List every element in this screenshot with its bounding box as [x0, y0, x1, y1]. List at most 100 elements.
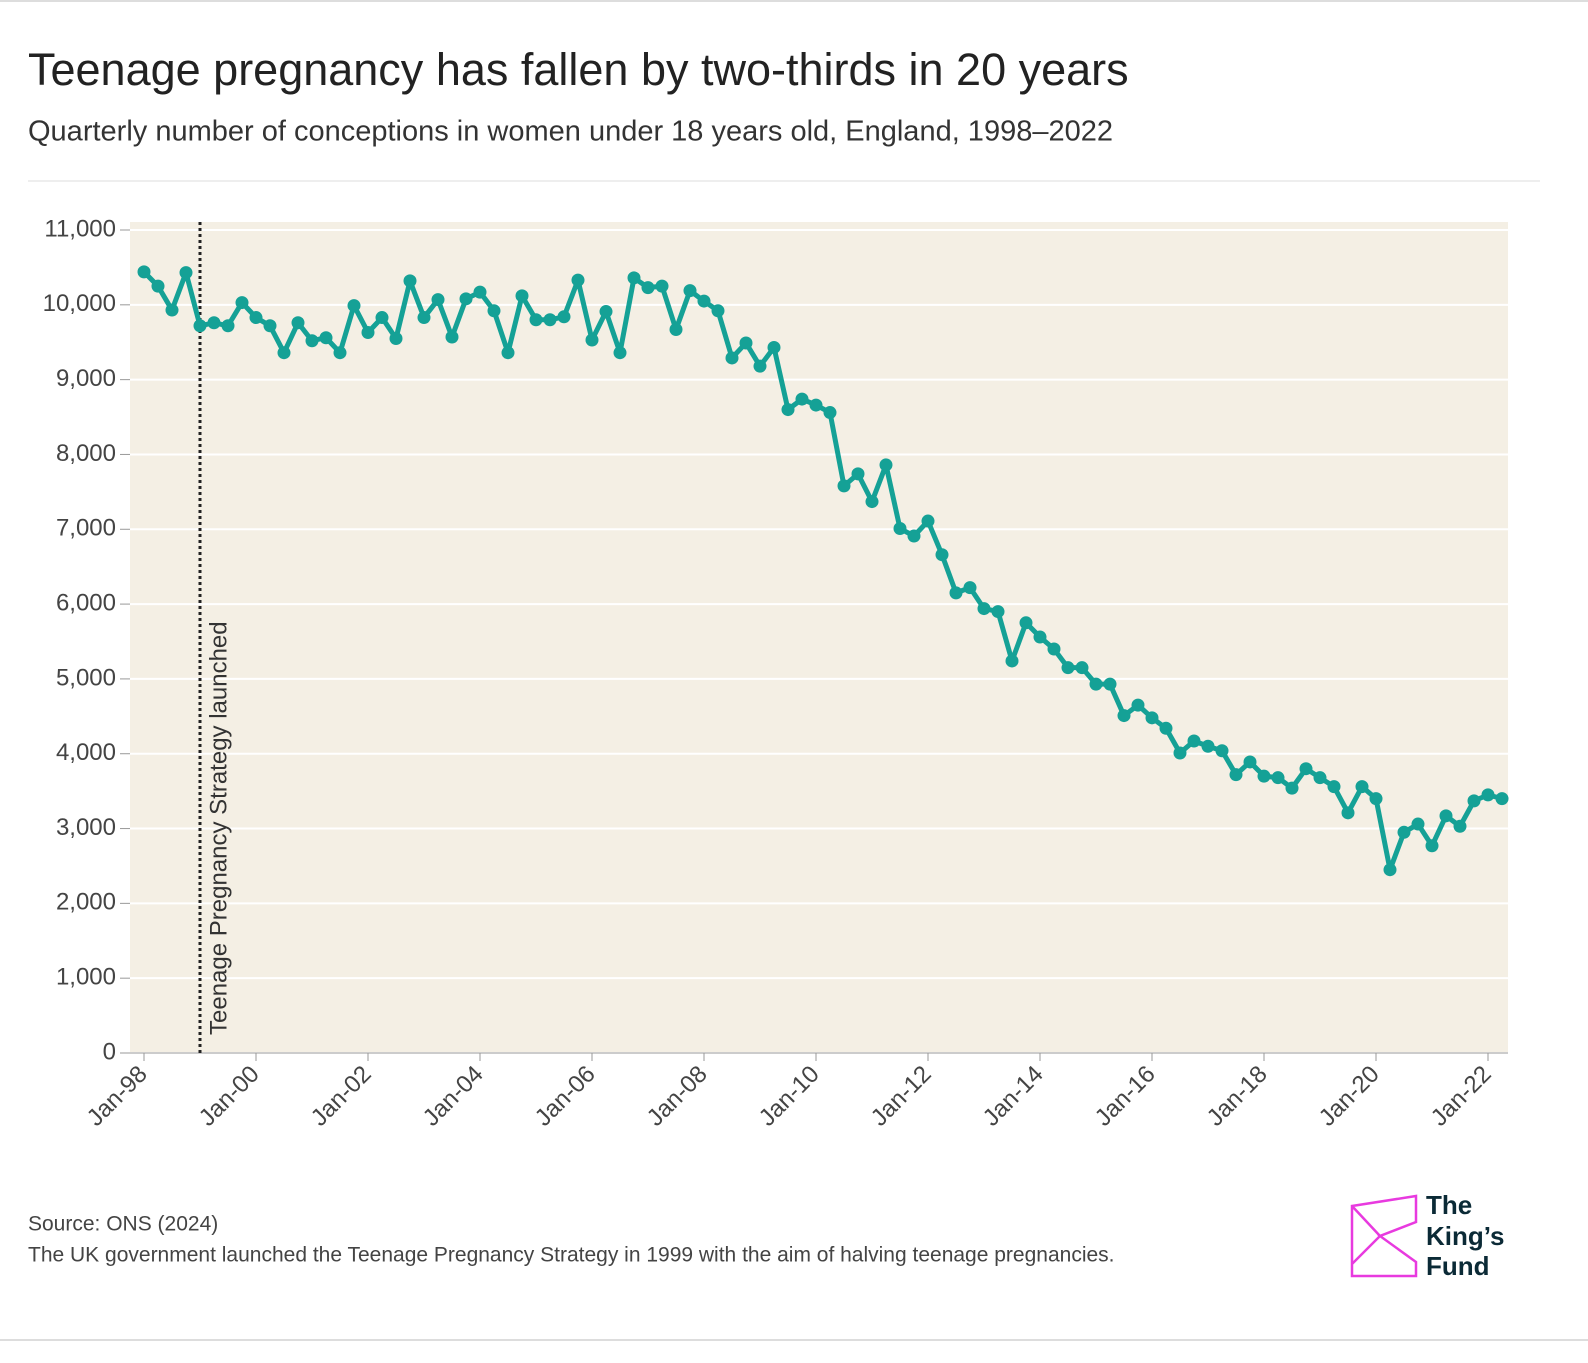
point — [963, 581, 977, 595]
point — [879, 458, 893, 472]
point — [445, 330, 459, 344]
point — [137, 265, 151, 279]
point — [487, 304, 501, 318]
point — [1229, 768, 1243, 782]
point — [823, 406, 837, 420]
point — [809, 398, 823, 412]
point — [249, 311, 263, 325]
point — [291, 316, 305, 330]
point — [1131, 698, 1145, 712]
plot-area — [130, 222, 1508, 1053]
logo-mark — [1350, 1194, 1418, 1278]
note: The UK government launched the Teenage P… — [28, 1244, 1115, 1267]
point — [655, 279, 669, 293]
y-tick-label: 7,000 — [56, 515, 116, 542]
point — [1397, 825, 1411, 839]
point — [179, 266, 193, 280]
point — [165, 303, 179, 317]
point — [949, 586, 963, 600]
point — [711, 304, 725, 318]
point — [1103, 677, 1117, 691]
point — [1005, 654, 1019, 668]
point — [1019, 616, 1033, 630]
x-tick-label: Jan-22 — [1426, 1061, 1497, 1132]
point — [1061, 661, 1075, 675]
x-tick-label: Jan-02 — [306, 1061, 377, 1132]
y-tick-label: 10,000 — [43, 290, 116, 317]
point — [473, 285, 487, 299]
y-tick-label: 0 — [103, 1038, 116, 1065]
point — [361, 326, 375, 340]
point — [1257, 769, 1271, 783]
point — [207, 316, 221, 330]
point — [1481, 788, 1495, 802]
x-tick-label: Jan-06 — [530, 1061, 601, 1132]
point — [459, 292, 473, 306]
point — [571, 273, 585, 287]
y-tick-label: 2,000 — [56, 889, 116, 916]
x-tick-label: Jan-12 — [866, 1061, 937, 1132]
source: Source: ONS (2024) — [28, 1213, 218, 1236]
point — [221, 319, 235, 333]
point — [1243, 755, 1257, 769]
point — [1355, 780, 1369, 794]
point — [697, 294, 711, 308]
logo-text: Fund — [1426, 1251, 1490, 1281]
x-tick-label: Jan-10 — [754, 1061, 825, 1132]
point — [375, 311, 389, 325]
point — [725, 351, 739, 365]
point — [1173, 746, 1187, 760]
y-tick-label: 4,000 — [56, 739, 116, 766]
point — [1117, 709, 1131, 723]
x-tick-label: Jan-00 — [194, 1061, 265, 1132]
point — [263, 319, 277, 333]
point — [1201, 739, 1215, 753]
point — [515, 289, 529, 303]
point — [865, 495, 879, 509]
point — [977, 602, 991, 616]
x-tick-label: Jan-16 — [1090, 1061, 1161, 1132]
point — [151, 279, 165, 293]
chart-title: Teenage pregnancy has fallen by two-thir… — [28, 44, 1129, 95]
point — [1383, 863, 1397, 877]
point — [1425, 839, 1439, 853]
point — [1369, 792, 1383, 806]
point — [781, 403, 795, 417]
point — [1187, 734, 1201, 748]
point — [1215, 744, 1229, 758]
y-tick-label: 5,000 — [56, 664, 116, 691]
x-tick-label: Jan-14 — [978, 1061, 1049, 1132]
point — [1033, 630, 1047, 644]
logo: The King’s Fund — [1350, 1190, 1504, 1281]
point — [767, 340, 781, 354]
point — [641, 281, 655, 295]
point — [753, 359, 767, 373]
logo-text: King’s — [1426, 1221, 1504, 1251]
x-tick-label: Jan-04 — [418, 1061, 489, 1132]
point — [739, 336, 753, 350]
logo-text: The — [1426, 1190, 1472, 1220]
point — [1327, 780, 1341, 794]
x-tick-label: Jan-18 — [1202, 1061, 1273, 1132]
point — [557, 310, 571, 324]
point — [543, 313, 557, 327]
point — [529, 313, 543, 327]
x-tick-label: Jan-08 — [642, 1061, 713, 1132]
point — [1159, 721, 1173, 735]
y-tick-label: 9,000 — [56, 365, 116, 392]
point — [935, 548, 949, 562]
point — [193, 319, 207, 333]
chart-subtitle: Quarterly number of conceptions in women… — [28, 116, 1113, 148]
point — [893, 522, 907, 536]
point — [683, 284, 697, 298]
point — [347, 299, 361, 313]
y-tick-label: 8,000 — [56, 440, 116, 467]
point — [1341, 806, 1355, 820]
point — [431, 293, 445, 307]
point — [305, 334, 319, 348]
point — [319, 331, 333, 345]
point — [333, 346, 347, 360]
y-tick-label: 11,000 — [44, 215, 116, 242]
point — [851, 467, 865, 481]
point — [907, 529, 921, 543]
